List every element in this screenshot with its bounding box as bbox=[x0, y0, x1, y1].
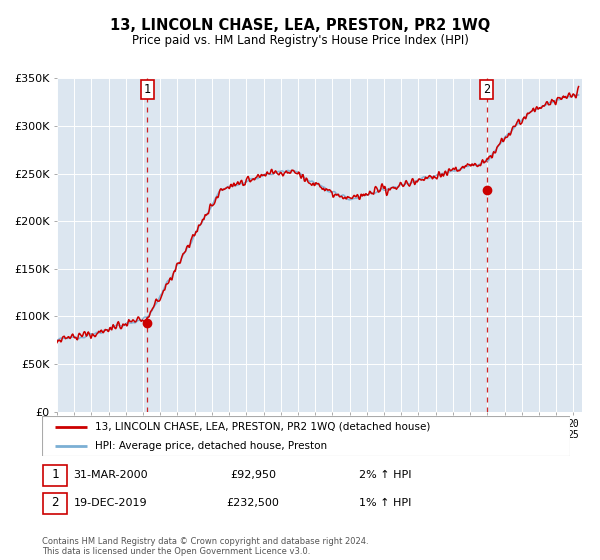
Bar bbox=[43, 465, 67, 486]
Text: 2% ↑ HPI: 2% ↑ HPI bbox=[359, 470, 412, 480]
Text: 13, LINCOLN CHASE, LEA, PRESTON, PR2 1WQ (detached house): 13, LINCOLN CHASE, LEA, PRESTON, PR2 1WQ… bbox=[95, 422, 430, 432]
Text: £232,500: £232,500 bbox=[227, 498, 280, 508]
Text: 31-MAR-2000: 31-MAR-2000 bbox=[73, 470, 148, 480]
Text: 2: 2 bbox=[51, 497, 59, 510]
Text: 2: 2 bbox=[483, 83, 490, 96]
Text: £92,950: £92,950 bbox=[230, 470, 276, 480]
Text: Price paid vs. HM Land Registry's House Price Index (HPI): Price paid vs. HM Land Registry's House … bbox=[131, 34, 469, 47]
Text: Contains HM Land Registry data © Crown copyright and database right 2024.: Contains HM Land Registry data © Crown c… bbox=[42, 538, 368, 547]
Text: 1% ↑ HPI: 1% ↑ HPI bbox=[359, 498, 412, 508]
Text: 1: 1 bbox=[144, 83, 151, 96]
Bar bbox=[43, 493, 67, 514]
Text: This data is licensed under the Open Government Licence v3.0.: This data is licensed under the Open Gov… bbox=[42, 548, 310, 557]
Text: 19-DEC-2019: 19-DEC-2019 bbox=[74, 498, 148, 508]
Text: 1: 1 bbox=[51, 469, 59, 482]
Text: HPI: Average price, detached house, Preston: HPI: Average price, detached house, Pres… bbox=[95, 441, 327, 450]
Text: 13, LINCOLN CHASE, LEA, PRESTON, PR2 1WQ: 13, LINCOLN CHASE, LEA, PRESTON, PR2 1WQ bbox=[110, 18, 490, 32]
